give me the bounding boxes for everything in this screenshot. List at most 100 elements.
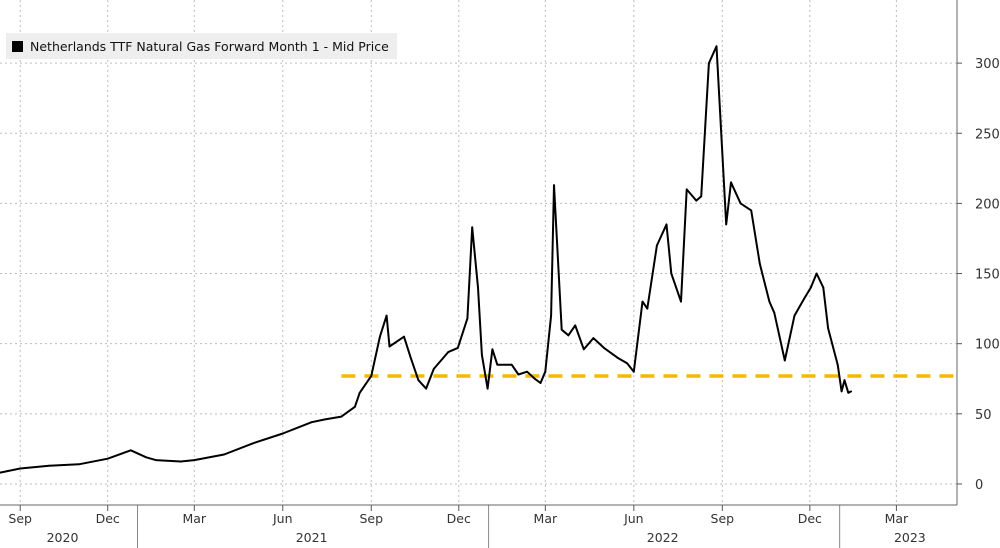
x-tick-label: Dec (447, 511, 471, 526)
data-point (632, 370, 635, 373)
grid-layer (0, 0, 957, 505)
data-point (646, 307, 649, 310)
y-tick-label: 300 (975, 57, 1000, 72)
data-point (582, 348, 585, 351)
data-point (730, 181, 732, 184)
data-point (385, 314, 388, 317)
y-tick-label: 50 (975, 408, 992, 423)
data-point (193, 459, 196, 461)
data-point (695, 199, 698, 202)
data-point (425, 387, 427, 390)
data-point (447, 351, 450, 353)
data-point (340, 415, 343, 418)
data-point (417, 379, 420, 382)
data-point (815, 272, 818, 275)
year-label: 2021 (296, 530, 328, 545)
data-point (379, 335, 381, 338)
data-point (223, 453, 226, 456)
data-point (592, 337, 595, 339)
data-point (665, 223, 668, 226)
data-point (708, 62, 710, 64)
data-point (656, 244, 658, 247)
data-point (700, 195, 703, 198)
data-point (310, 421, 313, 424)
data-point (388, 345, 391, 348)
legend: Netherlands TTF Natural Gas Forward Mont… (6, 33, 397, 59)
data-point (550, 314, 552, 317)
data-point (281, 432, 284, 435)
data-point (725, 223, 728, 226)
data-point (803, 297, 805, 300)
x-tick-label: Sep (359, 511, 383, 526)
series-line (0, 45, 852, 474)
year-label: 2020 (47, 530, 79, 545)
y-tick-label: 150 (975, 268, 1000, 283)
y-tick-label: 0 (975, 478, 983, 493)
data-point (78, 463, 80, 466)
data-point (574, 324, 577, 327)
data-point (179, 460, 182, 463)
data-point (670, 272, 673, 275)
series-layer (0, 45, 853, 474)
data-point (486, 387, 489, 390)
x-tick-label: Mar (182, 511, 206, 526)
data-point (409, 356, 412, 359)
data-point (768, 300, 771, 303)
data-point (715, 45, 718, 48)
data-point (758, 262, 761, 265)
data-point (48, 464, 50, 467)
data-point (773, 311, 776, 314)
data-point (0, 471, 1, 474)
data-point (827, 327, 829, 330)
data-point (750, 209, 753, 212)
data-point (809, 286, 812, 289)
data-point (354, 405, 356, 408)
data-point (847, 391, 850, 394)
x-tick-label: Sep (8, 511, 32, 526)
data-point (560, 328, 563, 331)
data-point (370, 375, 373, 377)
data-point (553, 184, 555, 187)
data-point (626, 362, 628, 365)
data-point (680, 300, 682, 303)
y-tick-label: 100 (975, 338, 1000, 353)
data-point (567, 334, 570, 337)
data-point (517, 373, 520, 376)
data-point (539, 382, 542, 384)
x-tick-label: Sep (711, 511, 735, 526)
x-tick-label: Jun (623, 511, 644, 526)
data-point (822, 286, 825, 289)
data-point (252, 442, 254, 445)
data-point (19, 467, 22, 470)
data-point (471, 226, 474, 229)
legend-swatch (12, 40, 23, 52)
x-tick-label: Mar (885, 511, 909, 526)
x-tick-label: Dec (96, 511, 120, 526)
y-tick-label: 250 (975, 127, 1000, 142)
data-point (544, 370, 547, 373)
x-tick-label: Jun (272, 511, 293, 526)
data-point (783, 359, 786, 362)
data-point (129, 449, 132, 452)
data-point (106, 457, 109, 460)
data-point (145, 456, 148, 459)
data-point (641, 300, 644, 303)
data-point (466, 317, 469, 320)
data-point (496, 363, 499, 366)
data-point (456, 347, 459, 349)
data-point (840, 390, 843, 393)
data-point (154, 459, 157, 461)
year-label: 2022 (647, 530, 679, 545)
data-point (843, 379, 846, 382)
data-point (324, 418, 326, 421)
data-point (850, 390, 853, 393)
year-label: 2023 (894, 530, 926, 545)
data-point (836, 363, 839, 366)
data-point (403, 335, 405, 338)
data-point (526, 370, 528, 373)
data-point (616, 356, 619, 359)
data-point (477, 286, 479, 289)
x-tick-label: Dec (798, 511, 822, 526)
